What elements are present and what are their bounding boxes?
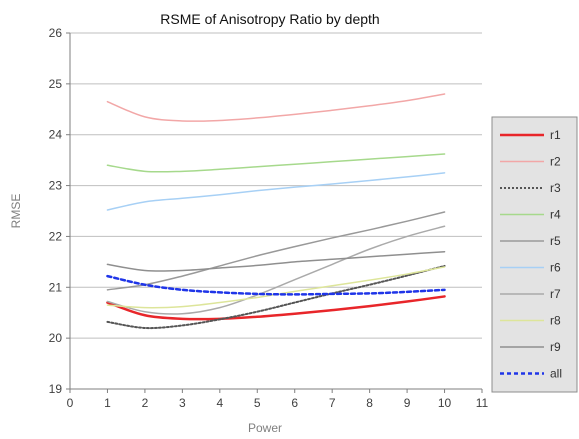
y-tick-label: 21 bbox=[49, 280, 63, 294]
series-line-r7 bbox=[106, 225, 446, 315]
legend-label-r8: r8 bbox=[550, 314, 561, 328]
y-tick-label: 24 bbox=[49, 128, 63, 142]
x-tick-label: 0 bbox=[67, 396, 74, 410]
x-tick-label: 7 bbox=[329, 396, 336, 410]
series-line-r2 bbox=[106, 93, 446, 122]
legend-box bbox=[491, 116, 578, 393]
chart-title: RSME of Anisotropy Ratio by depth bbox=[160, 11, 379, 27]
legend-label-r4: r4 bbox=[550, 208, 561, 222]
legend-label-r7: r7 bbox=[550, 287, 561, 301]
y-tick-label: 22 bbox=[49, 229, 63, 243]
x-tick-label: 3 bbox=[179, 396, 186, 410]
x-tick-label: 11 bbox=[476, 396, 489, 410]
legend-label-r6: r6 bbox=[550, 261, 561, 275]
legend-label-r9: r9 bbox=[550, 340, 561, 354]
y-tick-label: 19 bbox=[49, 382, 63, 396]
y-tick-label: 25 bbox=[49, 77, 63, 91]
x-tick-label: 5 bbox=[254, 396, 261, 410]
gridlines bbox=[70, 32, 482, 339]
series-line-r4 bbox=[106, 153, 446, 173]
x-tick-label: 2 bbox=[142, 396, 149, 410]
x-tick-label: 8 bbox=[366, 396, 373, 410]
x-axis-title: Power bbox=[248, 421, 282, 435]
legend-label-all: all bbox=[550, 367, 562, 381]
y-tick-label: 26 bbox=[49, 26, 63, 40]
x-tick-label: 1 bbox=[104, 396, 111, 410]
series-line-r5 bbox=[106, 211, 446, 291]
series-lines bbox=[106, 93, 446, 330]
legend-label-r3: r3 bbox=[550, 181, 561, 195]
y-tick-label: 20 bbox=[49, 331, 63, 345]
series-line-r3 bbox=[106, 264, 446, 330]
series-line-all bbox=[106, 274, 446, 296]
x-tick-label: 9 bbox=[404, 396, 411, 410]
x-tick-label: 4 bbox=[216, 396, 223, 410]
legend: r1 r2 r3 r4 r5 r6 r7 r8 r9 all bbox=[491, 116, 578, 393]
legend-label-r5: r5 bbox=[550, 234, 561, 248]
y-axis-title: RMSE bbox=[9, 194, 23, 229]
series-line-r9 bbox=[106, 250, 446, 272]
series-line-r1 bbox=[106, 295, 446, 321]
y-tick-label: 23 bbox=[49, 179, 63, 193]
series-line-r6 bbox=[106, 172, 446, 211]
x-tick-label: 10 bbox=[438, 396, 452, 410]
legend-label-r2: r2 bbox=[550, 155, 561, 169]
x-tick-label: 6 bbox=[291, 396, 298, 410]
legend-label-r1: r1 bbox=[550, 128, 561, 142]
